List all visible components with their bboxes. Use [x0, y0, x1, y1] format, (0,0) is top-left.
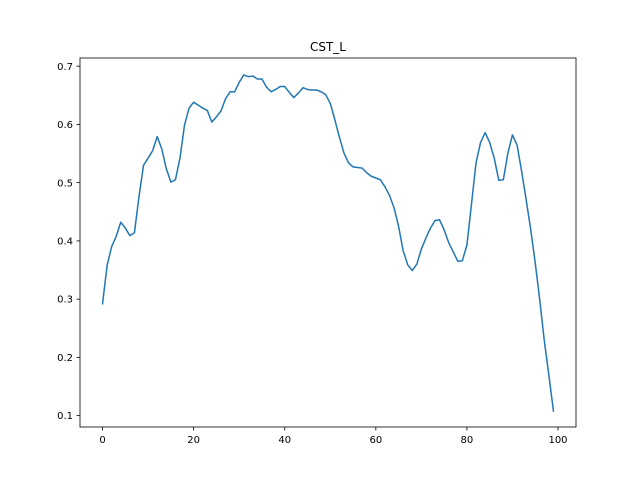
- plot-area: [80, 58, 576, 427]
- x-tick-label: 20: [187, 435, 200, 446]
- series-line: [101, 74, 555, 412]
- chart-title: CST_L: [310, 40, 346, 54]
- y-tick-label: 0.2: [57, 353, 73, 364]
- y-tick-label: 0.5: [57, 178, 73, 189]
- x-tick-label: 40: [278, 435, 291, 446]
- y-tick-label: 0.7: [57, 62, 73, 73]
- x-tick-label: 100: [548, 435, 567, 446]
- x-axis: 0 20 40 60 80 100: [99, 427, 568, 446]
- x-tick-label: 60: [369, 435, 382, 446]
- x-tick-label: 0: [99, 435, 105, 446]
- x-tick-label: 80: [461, 435, 474, 446]
- y-tick-label: 0.3: [57, 295, 73, 306]
- axes-frame: [79, 57, 577, 428]
- y-tick-label: 0.4: [57, 236, 73, 247]
- y-axis: 0.1 0.2 0.3 0.4 0.5 0.6 0.7: [57, 62, 80, 422]
- y-tick-label: 0.6: [57, 120, 73, 131]
- y-tick-label: 0.1: [57, 411, 73, 422]
